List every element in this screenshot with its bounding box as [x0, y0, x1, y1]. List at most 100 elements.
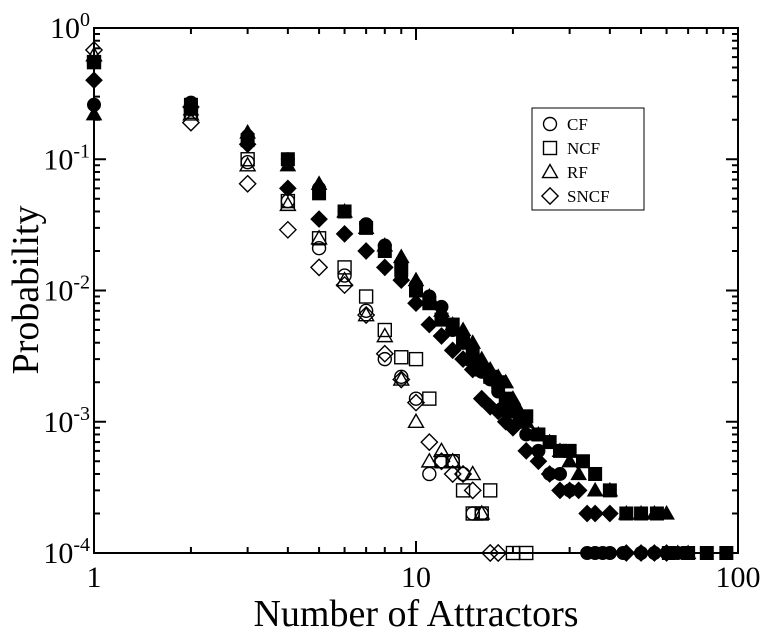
- data-point-sncf-filled: [540, 465, 559, 483]
- data-point-sncf-hollow: [481, 543, 500, 563]
- data-point-sncf-filled: [357, 242, 375, 260]
- data-point-rf-hollow: [376, 327, 394, 343]
- data-point-sncf-hollow: [84, 40, 104, 60]
- data-point-ncf-hollow: [465, 506, 480, 521]
- legend-marker-rf: [541, 163, 559, 179]
- y-tick-label: 100: [50, 9, 90, 45]
- data-point-ncf-filled: [699, 546, 714, 560]
- data-point-rf-filled: [407, 271, 425, 287]
- data-point-sncf-filled: [420, 315, 439, 334]
- data-point-rf-filled: [617, 505, 635, 520]
- data-point-sncf-filled: [489, 402, 508, 421]
- data-point-rf-filled: [658, 505, 675, 520]
- data-point-sncf-filled: [569, 481, 588, 500]
- data-point-ncf-filled: [575, 454, 590, 469]
- data-point-sncf-filled: [238, 135, 257, 154]
- data-point-sncf-filled: [586, 504, 604, 523]
- data-point-rf-filled: [336, 202, 353, 218]
- data-point-sncf-filled: [632, 544, 650, 562]
- data-point-sncf-filled: [392, 271, 411, 289]
- data-point-sncf-filled: [432, 327, 451, 345]
- data-point-sncf-hollow: [463, 481, 482, 500]
- data-point-rf-filled: [433, 302, 450, 317]
- data-point-rf-filled: [473, 350, 491, 366]
- data-point-sncf-filled: [504, 418, 522, 437]
- legend-label-cf: CF: [567, 115, 588, 134]
- data-point-ncf-filled: [719, 546, 734, 560]
- data-point-sncf-hollow: [420, 432, 439, 452]
- y-tick-label: 10-1: [43, 140, 90, 176]
- data-point-sncf-filled: [601, 504, 619, 523]
- data-point-sncf-filled: [279, 179, 297, 198]
- data-point-sncf-hollow: [392, 370, 411, 389]
- x-tick-label: 1: [87, 561, 102, 594]
- data-point-rf-filled: [392, 248, 410, 264]
- data-point-rf-filled: [279, 156, 297, 172]
- data-point-rf-hollow: [464, 465, 482, 481]
- data-point-ncf-hollow: [483, 483, 498, 498]
- data-point-rf-hollow: [407, 412, 425, 429]
- data-point-rf-filled: [646, 505, 663, 520]
- data-point-ncf-hollow: [455, 483, 471, 498]
- legend-label-ncf: NCF: [567, 139, 600, 158]
- legend-box: [531, 107, 645, 211]
- data-point-rf-filled: [420, 288, 438, 303]
- data-point-rf-filled: [310, 175, 328, 190]
- axis-ticks: 1 10 100 10-4 10-3 10-2 10-1 100: [43, 9, 760, 594]
- data-point-rf-filled: [376, 237, 394, 252]
- data-point-rf-filled: [481, 361, 499, 376]
- data-point-ncf-hollow: [519, 545, 534, 561]
- data-point-ncf-filled: [87, 55, 101, 70]
- data-point-ncf-hollow: [422, 391, 437, 406]
- data-point-ncf-hollow: [240, 152, 255, 167]
- data-point-ncf-hollow: [358, 289, 374, 304]
- data-point-cf-hollow: [377, 351, 392, 367]
- legend: CF NCF RF SNCF: [531, 107, 645, 211]
- data-point-sncf-hollow: [278, 220, 297, 239]
- data-point-rf-hollow: [392, 370, 410, 386]
- data-point-sncf-hollow: [181, 113, 201, 132]
- data-point-rf-filled: [561, 452, 578, 468]
- data-point-ncf-hollow: [377, 322, 392, 338]
- data-point-ncf-filled: [588, 466, 603, 481]
- data-point-sncf-hollow: [406, 393, 426, 412]
- legend-marker-sncf: [540, 186, 560, 206]
- data-point-rf-hollow: [310, 229, 328, 245]
- data-point-sncf-hollow: [375, 344, 394, 363]
- data-point-rf-filled: [444, 316, 462, 331]
- data-point-cf-hollow: [394, 369, 409, 385]
- data-point-sncf-filled: [407, 294, 425, 313]
- data-point-sncf-filled: [182, 98, 200, 116]
- data-point-sncf-filled: [310, 210, 328, 228]
- data-point-rf-filled: [632, 505, 650, 520]
- data-point-rf-filled: [464, 334, 482, 349]
- data-point-sncf-filled: [375, 258, 394, 277]
- data-point-cf-filled: [602, 546, 617, 560]
- data-point-sncf-hollow: [238, 174, 257, 193]
- data-point-rf-filled: [504, 390, 522, 405]
- data-point-sncf-hollow: [309, 258, 329, 277]
- data-point-rf-hollow: [432, 441, 451, 458]
- x-tick-label: 10: [401, 561, 431, 594]
- data-point-ncf-hollow: [394, 350, 409, 365]
- data-point-rf-filled: [570, 465, 587, 481]
- data-point-sncf-filled: [617, 544, 636, 562]
- data-point-rf-hollow: [279, 195, 297, 212]
- y-tick-label: 10-4: [43, 534, 90, 570]
- legend-label-rf: RF: [567, 163, 588, 182]
- data-point-sncf-filled: [463, 360, 482, 379]
- data-point-rf-filled: [511, 402, 529, 418]
- data-point-rf-filled: [517, 413, 535, 428]
- data-point-cf-hollow: [311, 241, 327, 256]
- data-point-cf-hollow: [358, 303, 374, 319]
- legend-marker-ncf: [542, 140, 558, 156]
- data-markers: [84, 40, 734, 563]
- data-point-sncf-filled: [335, 225, 354, 243]
- data-point-rf-hollow: [238, 156, 257, 172]
- data-point-rf-filled: [586, 481, 604, 497]
- legend-marker-cf: [542, 116, 558, 132]
- data-point-sncf-filled: [443, 341, 462, 360]
- y-axis-label: Probability: [5, 206, 47, 375]
- data-point-sncf-filled: [85, 71, 103, 90]
